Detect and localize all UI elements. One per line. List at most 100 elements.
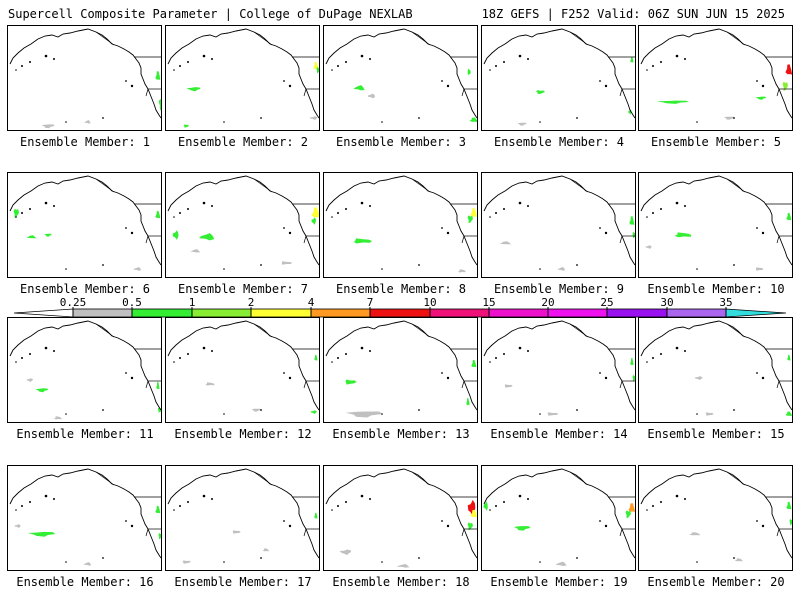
island <box>646 361 648 363</box>
scp-contour-area <box>311 207 319 218</box>
scp-contour-area <box>469 117 477 122</box>
color-scale-label: 10 <box>423 296 437 309</box>
member-label: Ensemble Member: 6 <box>19 282 151 296</box>
island <box>65 413 67 415</box>
scp-contour-area <box>628 503 635 512</box>
island <box>15 361 17 363</box>
island <box>441 372 443 374</box>
island <box>202 494 206 498</box>
scp-field <box>353 68 477 122</box>
island <box>675 54 679 58</box>
island <box>503 61 505 63</box>
color-scale-label: 0.5 <box>122 296 142 309</box>
scp-field <box>14 505 161 566</box>
scp-contour-area <box>345 411 383 418</box>
political-border <box>411 471 431 486</box>
island <box>418 557 420 559</box>
island <box>345 208 347 210</box>
island <box>173 216 175 218</box>
ensemble-member-map <box>323 317 478 423</box>
coastline <box>9 28 161 119</box>
run-valid-time: 18Z GEFS | F252 Valid: 06Z SUN JUN 15 20… <box>481 7 785 21</box>
island <box>130 524 134 528</box>
island <box>684 205 686 207</box>
coastline <box>640 320 792 411</box>
island <box>495 212 497 214</box>
map-canvas <box>640 468 792 563</box>
scp-contour-area <box>782 81 788 91</box>
color-scale-label: 20 <box>541 296 555 309</box>
island <box>733 264 735 266</box>
island <box>684 350 686 352</box>
island <box>503 353 505 355</box>
ensemble-member-map <box>481 465 636 571</box>
island <box>733 117 735 119</box>
scp-field <box>517 56 634 126</box>
scp-contour-area <box>205 382 215 386</box>
island <box>503 501 505 503</box>
political-border <box>145 380 149 389</box>
island <box>179 505 181 507</box>
island <box>604 524 608 528</box>
island <box>53 58 55 60</box>
political-border <box>461 380 465 389</box>
political-border <box>569 471 589 486</box>
island <box>733 409 735 411</box>
scp-field <box>13 208 161 271</box>
coastline <box>9 175 161 266</box>
scp-contour-area <box>755 267 764 271</box>
scp-field <box>353 208 477 273</box>
map-canvas <box>640 28 792 123</box>
coastline <box>167 175 319 266</box>
scp-contour-area <box>345 379 357 385</box>
map-canvas <box>483 28 635 126</box>
island <box>489 69 491 71</box>
scp-contour-area <box>458 269 466 273</box>
scp-contour-area <box>547 412 559 416</box>
scp-contour-area <box>645 245 652 249</box>
political-border <box>95 323 115 338</box>
island <box>761 376 765 380</box>
color-scale-segment <box>606 308 668 318</box>
map-canvas <box>325 468 477 568</box>
scp-contour-area <box>688 532 701 536</box>
scp-contour-area <box>629 216 635 225</box>
coastline <box>167 468 319 559</box>
island <box>29 208 31 210</box>
scp-contour-area <box>755 96 767 100</box>
island <box>125 372 127 374</box>
color-scale-segment <box>666 308 727 318</box>
color-scale-segment <box>725 308 787 318</box>
island <box>15 69 17 71</box>
scp-contour-area <box>14 524 21 528</box>
coastline <box>483 175 635 266</box>
ensemble-member-map <box>7 172 162 278</box>
island <box>652 505 654 507</box>
island <box>125 520 127 522</box>
scp-contour-area <box>632 231 635 239</box>
scp-field <box>205 354 318 414</box>
ensemble-member-map <box>7 317 162 423</box>
island <box>446 376 450 380</box>
island <box>130 84 134 88</box>
island <box>288 231 292 235</box>
member-label: Ensemble Member: 12 <box>174 427 312 441</box>
scp-contour-area <box>470 208 477 217</box>
color-scale-label: 25 <box>600 296 614 309</box>
scp-contour-area <box>35 388 49 393</box>
political-border <box>253 471 273 486</box>
map-canvas <box>325 175 477 273</box>
ensemble-member-map <box>165 465 320 571</box>
scp-contour-area <box>311 217 316 225</box>
island <box>211 498 213 500</box>
political-border <box>303 235 307 244</box>
scp-contour-area <box>630 357 634 366</box>
island <box>102 264 104 266</box>
island <box>21 357 23 359</box>
island <box>337 505 339 507</box>
island <box>369 58 371 60</box>
color-scale-segment <box>131 308 193 318</box>
scp-contour-area <box>555 561 567 566</box>
color-scale-label: 1 <box>188 296 196 309</box>
island <box>518 201 522 205</box>
